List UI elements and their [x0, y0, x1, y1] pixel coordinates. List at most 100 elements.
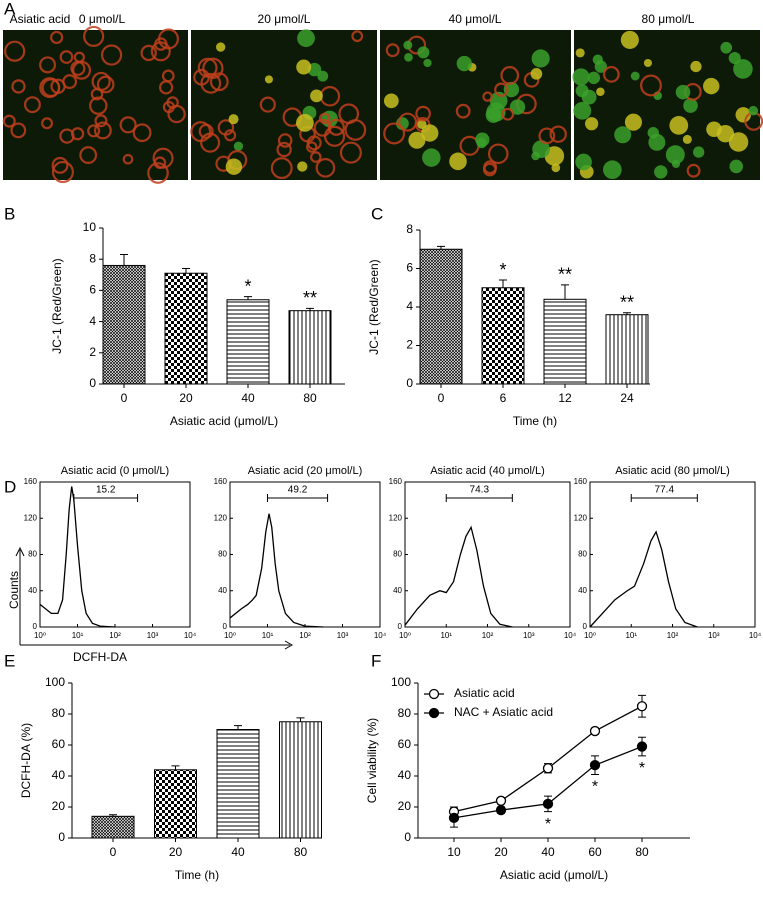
error-bar [561, 284, 569, 300]
cell [728, 132, 749, 152]
y-tick-label: 0 [33, 622, 38, 631]
x-tick-label: 10¹ [262, 631, 274, 640]
significance: * [639, 760, 645, 777]
marker [495, 795, 507, 806]
cell [720, 41, 733, 54]
cell [306, 141, 318, 153]
y-tick-label: 40 [28, 586, 37, 595]
cell [2, 114, 16, 128]
y-tick-label: 0 [404, 830, 411, 844]
image-caption: 20 μmol/L [258, 12, 311, 26]
x-tick-label: 0 [121, 391, 128, 405]
cell [383, 122, 406, 145]
bar [102, 264, 146, 385]
y-axis-label: JC-1 (Red/Green) [367, 259, 381, 354]
panel-label: E [4, 651, 15, 670]
x-tick-label: 10⁴ [374, 631, 387, 640]
x-tick-label: 10³ [337, 631, 349, 640]
cell [530, 68, 543, 80]
x-tick-label: 10⁴ [564, 631, 577, 640]
x-axis-label: Asiatic acid (μmol/L) [500, 868, 608, 882]
cell [585, 117, 599, 131]
significance: * [545, 816, 551, 833]
y-tick-label: 60 [398, 737, 412, 751]
y-tick-label: 0 [223, 622, 228, 631]
cell [476, 138, 487, 149]
cell [665, 145, 685, 165]
x-tick-label: 0 [110, 845, 117, 859]
y-tick-label: 80 [393, 550, 402, 559]
cell [310, 151, 322, 163]
y-axis-label: Counts [7, 571, 21, 609]
cell [153, 156, 167, 170]
y-tick-label: 80 [398, 706, 412, 720]
cell [624, 113, 642, 131]
legend-marker [428, 688, 440, 700]
cell [159, 80, 174, 95]
cell [423, 58, 432, 68]
error-bar [296, 717, 305, 722]
x-tick-label: 10² [482, 631, 494, 640]
bar [481, 287, 525, 385]
y-tick-label: 120 [24, 513, 38, 522]
marker [636, 741, 648, 752]
cell [686, 163, 701, 178]
image-caption: 0 μmol/L [79, 12, 126, 26]
error-bar [182, 268, 190, 274]
cell [630, 71, 640, 81]
cell [62, 74, 78, 90]
cell [602, 65, 620, 83]
y-tick-label: 8 [406, 222, 413, 236]
marker [448, 812, 460, 823]
y-tick-label: 4 [406, 299, 413, 313]
cell [318, 112, 331, 125]
marker [636, 701, 648, 712]
x-tick-label: 20 [169, 845, 183, 859]
x-tick-label: 10 [447, 845, 461, 859]
significance: ** [620, 293, 634, 313]
y-axis-label: DCFH-DA (%) [19, 723, 33, 798]
x-tick-label: 10² [109, 631, 121, 640]
cell [89, 96, 108, 115]
error-bar [171, 765, 180, 770]
bar [164, 272, 208, 385]
cell [228, 114, 239, 125]
cell [421, 124, 439, 142]
bar [279, 721, 322, 839]
axis-arrows [15, 546, 294, 650]
cell [596, 87, 605, 97]
cell [404, 53, 413, 62]
y-tick-label: 80 [28, 550, 37, 559]
cell [225, 158, 243, 175]
gate-label: 77.4 [655, 485, 675, 496]
cell [198, 123, 214, 139]
cell [338, 103, 360, 125]
x-axis-label: Time (h) [175, 868, 219, 882]
y-tick-label: 80 [578, 550, 587, 559]
marker [495, 804, 507, 816]
cell [317, 70, 329, 82]
y-tick-label: 10 [83, 220, 97, 234]
gate [73, 494, 139, 502]
cell [277, 133, 293, 148]
y-tick-label: 4 [89, 314, 96, 328]
cell [59, 50, 74, 64]
x-tick-label: 10¹ [625, 631, 637, 640]
cell [39, 77, 61, 99]
x-tick-label: 20 [494, 845, 508, 859]
x-tick-label: 40 [541, 845, 555, 859]
bar [605, 314, 649, 385]
y-tick-label: 6 [89, 283, 96, 297]
y-tick-label: 160 [389, 477, 403, 486]
error-bar [499, 279, 507, 288]
cell [669, 116, 689, 135]
significance: * [499, 260, 506, 280]
cell [296, 113, 314, 132]
cell [729, 159, 743, 174]
cell [50, 30, 64, 45]
chart-title: Asiatic acid (40 μmol/L) [430, 465, 545, 477]
cell [158, 28, 180, 50]
cell [500, 66, 520, 85]
cell [647, 127, 659, 139]
cell [403, 40, 413, 50]
